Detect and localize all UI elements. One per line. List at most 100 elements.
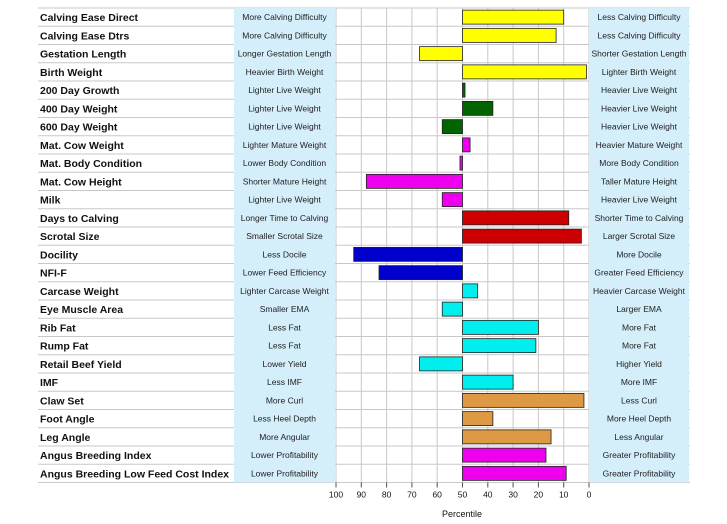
percentile-bar (462, 319, 539, 335)
low-end-description: Lighter Live Weight (248, 122, 321, 132)
percentile-bar (462, 64, 587, 80)
x-tick-label: 60 (432, 490, 442, 500)
trait-label: 600 Day Weight (40, 122, 118, 134)
high-end-description: Larger Scrotal Size (603, 231, 676, 241)
high-end-description: More Fat (622, 341, 657, 351)
low-end-description: Less Heel Depth (253, 414, 316, 424)
high-end-description: Greater Profitability (603, 468, 676, 478)
percentile-bar (462, 210, 570, 226)
low-end-description: More Curl (266, 395, 303, 405)
low-end-description: Lower Body Condition (243, 158, 326, 168)
percentile-bar (441, 119, 463, 135)
low-end-description: Less IMF (267, 377, 302, 387)
low-end-description: Smaller Scrotal Size (246, 231, 323, 241)
high-end-description: More IMF (621, 377, 657, 387)
low-end-description: Lower Feed Efficiency (243, 268, 327, 278)
high-end-description: More Docile (616, 249, 662, 259)
low-end-description: More Calving Difficulty (242, 30, 327, 40)
high-end-description: Larger EMA (616, 304, 662, 314)
low-end-description: Lighter Mature Weight (243, 140, 327, 150)
high-end-description: Less Calving Difficulty (598, 12, 682, 22)
trait-label: Gestation Length (40, 49, 126, 61)
row-labels: Calving Ease Direct More Calving Difficul… (40, 12, 687, 480)
percentile-bar (462, 100, 494, 116)
high-end-description: Heavier Live Weight (601, 195, 678, 205)
percentile-bar (462, 283, 479, 299)
left-description-panel (234, 8, 335, 483)
high-end-description: Heavier Live Weight (601, 85, 678, 95)
percentile-bar (462, 9, 565, 25)
high-end-description: More Fat (622, 322, 657, 332)
percentile-bar (365, 173, 463, 189)
trait-label: Mat. Cow Weight (40, 140, 124, 152)
low-end-description: Less Fat (268, 341, 301, 351)
low-end-description: Lighter Live Weight (248, 85, 321, 95)
low-end-description: Less Fat (268, 322, 301, 332)
high-end-description: Greater Profitability (603, 450, 676, 460)
high-end-description: More Heel Depth (607, 414, 672, 424)
x-axis-title: Percentile (442, 509, 482, 519)
right-description-panel (589, 8, 689, 483)
trait-label: Foot Angle (40, 414, 95, 426)
x-tick-label: 50 (458, 490, 468, 500)
low-end-description: Lower Profitability (251, 468, 319, 478)
percentile-bar (462, 392, 585, 408)
x-tick-label: 10 (559, 490, 569, 500)
trait-label: Carcase Weight (40, 286, 119, 298)
high-end-description: Heavier Live Weight (601, 103, 678, 113)
trait-label: Leg Angle (40, 432, 91, 444)
trait-label: Mat. Body Condition (40, 158, 142, 170)
high-end-description: Taller Mature Height (601, 176, 678, 186)
percentile-bar (441, 192, 463, 208)
trait-label: Birth Weight (40, 67, 103, 79)
low-end-description: Less Docile (263, 249, 307, 259)
percentile-bar (462, 82, 466, 98)
high-end-description: Shorter Gestation Length (592, 49, 687, 59)
low-end-description: Longer Gestation Length (238, 49, 332, 59)
percentile-bar (462, 228, 582, 244)
trait-label: Rib Fat (40, 322, 76, 334)
low-end-description: Lower Yield (263, 359, 307, 369)
x-tick-label: 100 (329, 490, 343, 500)
low-end-description: Lighter Live Weight (248, 103, 321, 113)
percentile-bar (378, 265, 463, 281)
low-end-description: Longer Time to Calving (241, 213, 329, 223)
low-end-description: More Angular (259, 432, 310, 442)
bars (353, 9, 587, 481)
high-end-description: Less Calving Difficulty (598, 30, 682, 40)
high-end-description: Less Curl (621, 395, 657, 405)
trait-label: NFI-F (40, 268, 67, 280)
trait-label: Days to Calving (40, 213, 119, 225)
high-end-description: Higher Yield (616, 359, 662, 369)
x-tick-label: 30 (508, 490, 518, 500)
trait-label: IMF (40, 377, 59, 389)
trait-label: Retail Beef Yield (40, 359, 122, 371)
trait-label: Calving Ease Dtrs (40, 30, 129, 42)
percentile-bar (462, 137, 471, 153)
x-tick-label: 20 (534, 490, 544, 500)
high-end-description: Lighter Birth Weight (602, 67, 677, 77)
description-panels (234, 8, 689, 483)
high-end-description: Less Angular (614, 432, 663, 442)
percentile-bar (462, 465, 567, 481)
percentile-bar (419, 46, 463, 62)
percentile-bar (462, 27, 557, 43)
percentile-bar (441, 301, 463, 317)
x-axis: Percentile 100 90 80 70 60 50 40 30 20 10 0 (329, 482, 592, 519)
x-tick-label: 90 (357, 490, 367, 500)
trait-label: Eye Muscle Area (40, 304, 123, 316)
low-end-description: Smaller EMA (260, 304, 310, 314)
trait-label: Scrotal Size (40, 231, 100, 243)
percentile-bar (419, 356, 463, 372)
trait-label: Calving Ease Direct (40, 12, 139, 24)
high-end-description: Heavier Carcase Weight (593, 286, 686, 296)
low-end-description: Shorter Mature Height (243, 176, 327, 186)
high-end-description: Heavier Live Weight (601, 122, 678, 132)
trait-label: 200 Day Growth (40, 85, 119, 97)
high-end-description: More Body Condition (599, 158, 679, 168)
trait-label: Angus Breeding Low Feed Cost Index (40, 468, 229, 480)
percentile-bar (462, 411, 494, 427)
low-end-description: Lighter Live Weight (248, 195, 321, 205)
x-tick-label: 80 (382, 490, 392, 500)
high-end-description: Greater Feed Efficiency (594, 268, 684, 278)
